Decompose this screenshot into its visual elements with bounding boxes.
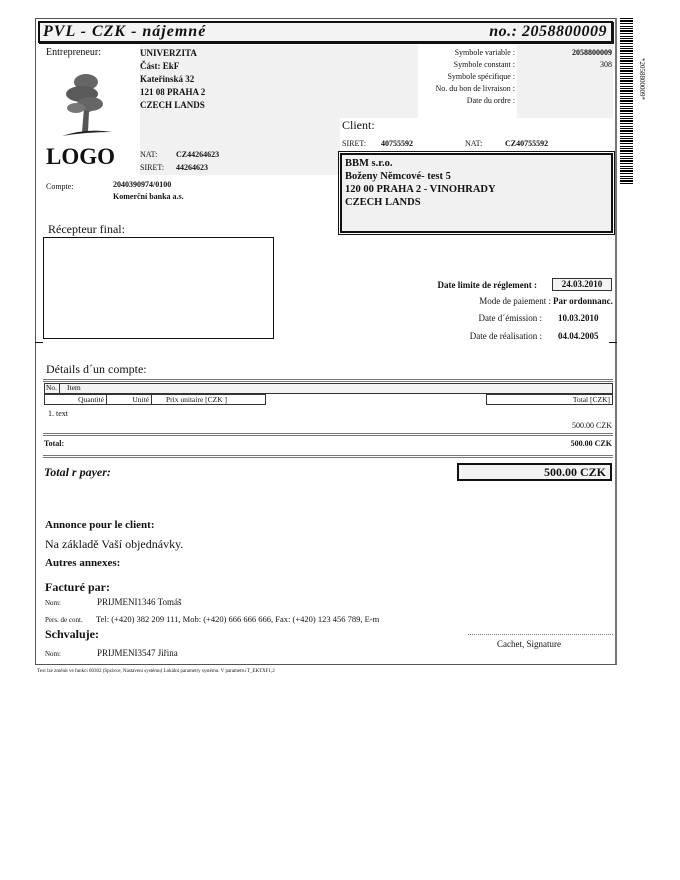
compte-value: 2040390974/0100 xyxy=(113,180,172,189)
emission-date-value: 10.03.2010 xyxy=(558,313,599,323)
client-line: BBM s.r.o. xyxy=(345,158,393,169)
header-quantity: Quantité xyxy=(44,394,107,405)
symbol-value: 2058800009 xyxy=(572,48,612,57)
item-line: 1. text xyxy=(48,409,68,418)
header-item: Item xyxy=(67,383,81,392)
address-line: Část: EkF xyxy=(140,61,180,71)
symbol-label: Date du ordre : xyxy=(466,96,515,105)
header-no: No. xyxy=(44,383,61,394)
siret-value: 44264623 xyxy=(176,163,208,172)
client-line: Boženy Němcové- test 5 xyxy=(345,171,451,182)
schvaluje-label: Schvaluje: xyxy=(45,627,99,641)
address-line: 121 08 PRAHA 2 xyxy=(140,87,206,97)
facture-par-label: Facturé par: xyxy=(45,580,110,594)
compte-label: Compte: xyxy=(46,182,74,191)
bank-name: Komerční banka a.s. xyxy=(113,192,184,201)
logo-text: LOGO xyxy=(46,144,116,169)
client-label: Client: xyxy=(342,118,375,132)
barcode-text: *2058800009* xyxy=(638,58,646,100)
total-to-pay-box: 500.00 CZK xyxy=(457,463,612,481)
facture-name: PRIJMENI1346 Tomáš xyxy=(97,597,182,607)
realisation-date-value: 04.04.2005 xyxy=(558,331,599,341)
header-unit: Unité xyxy=(106,394,152,405)
realisation-date-label: Date de réalisation : xyxy=(469,331,542,341)
details-label: Détails d´un compte: xyxy=(46,362,147,376)
client-line: 120 00 PRAHA 2 - VINOHRADY xyxy=(345,184,496,195)
client-siret: 40755592 xyxy=(381,139,413,148)
title-bar: PVL - CZK - nájemné no.: 2058800009 xyxy=(38,21,613,43)
address-line: Kateřinská 32 xyxy=(140,74,195,84)
siret-label: SIRET: xyxy=(140,163,165,172)
barcode xyxy=(620,18,633,186)
payment-mode-label: Mode de paiement : xyxy=(479,296,551,306)
signature-label: Cachet, Signature xyxy=(497,639,561,649)
symbol-label: Symbole variable : xyxy=(454,48,515,57)
recepteur-box xyxy=(43,237,274,339)
table-header-row xyxy=(44,383,613,394)
entrepreneur-label: Entrepreneur: xyxy=(46,47,101,58)
tree-logo-icon xyxy=(62,74,112,136)
symbols-labels: Symbole variable : Symbole constant : Sy… xyxy=(435,47,515,107)
entrepreneur-address: UNIVERZITA Část: EkF Kateřinská 32 121 0… xyxy=(140,47,205,112)
address-line: CZECH LANDS xyxy=(140,100,205,110)
recepteur-label: Récepteur final: xyxy=(48,222,125,236)
contact-label: Pers. de cont. xyxy=(45,616,83,624)
document-number: no.: 2058800009 xyxy=(489,23,607,40)
item-total: 500.00 CZK xyxy=(572,421,612,430)
client-nat: CZ40755592 xyxy=(505,139,549,148)
client-line: CZECH LANDS xyxy=(345,197,421,208)
footer-note: Text lze změnit ve funkci 00302 (Správce… xyxy=(37,669,275,674)
client-siret-label: SIRET: xyxy=(342,139,367,148)
due-date-value: 24.03.2010 xyxy=(552,278,612,291)
header-total: Total [CZK] xyxy=(486,394,613,405)
symbol-label: Symbole constant : xyxy=(453,60,515,69)
address-line: UNIVERZITA xyxy=(140,48,197,58)
symbol-value: 308 xyxy=(600,60,612,69)
symbol-label: Symbole spécifique : xyxy=(447,72,515,81)
total-to-pay-label: Total r payer: xyxy=(44,465,111,479)
emission-date-label: Date d´émission : xyxy=(478,313,543,323)
payment-mode-value: Par ordonnanc. xyxy=(553,296,613,306)
annexes-label: Autres annexes: xyxy=(45,557,121,569)
client-address-box: BBM s.r.o. Boženy Němcové- test 5 120 00… xyxy=(338,151,615,235)
nom-label: Nom: xyxy=(45,599,61,607)
annonce-label: Annonce pour le client: xyxy=(45,519,155,531)
invoice-frame xyxy=(35,18,617,665)
nat-value: CZ44264623 xyxy=(176,150,220,159)
total-value: 500.00 CZK xyxy=(570,439,612,448)
symbols-values: 2058800009 308 xyxy=(572,47,612,71)
annonce-text: Na základě Vaší objednávky. xyxy=(45,537,184,551)
nat-label: NAT: xyxy=(140,150,158,159)
header-price: Prix unitaire [CZK ] xyxy=(151,394,266,405)
signature-line xyxy=(468,634,613,635)
schvaluje-name: PRIJMENI3547 Jiřina xyxy=(97,648,178,658)
document-title: PVL - CZK - nájemné xyxy=(43,23,207,40)
symbol-label: No. du bon de livraison : xyxy=(435,84,515,93)
total-label: Total: xyxy=(44,439,65,448)
client-nat-label: NAT: xyxy=(465,139,483,148)
due-date-label: Date limite de réglement : xyxy=(437,280,537,290)
nom-label: Nom: xyxy=(45,650,61,658)
contact-value: Tel: (+420) 382 209 111, Mob: (+420) 666… xyxy=(96,614,380,624)
